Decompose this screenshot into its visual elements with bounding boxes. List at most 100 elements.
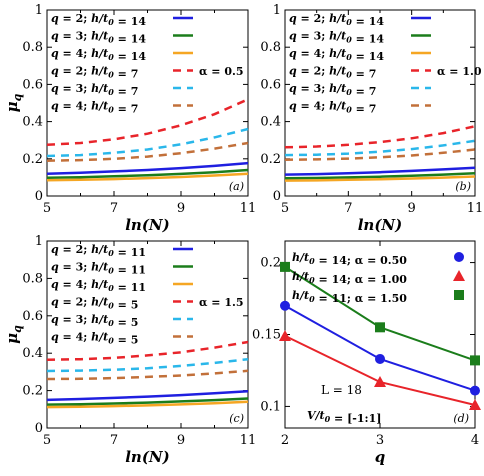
series-line-cyan: [46, 357, 249, 373]
y-tick-label: 0.4: [22, 115, 43, 130]
series-line-red: [284, 125, 476, 149]
series-line-orange: [284, 175, 476, 182]
data-point-triangle: [374, 375, 386, 387]
panel-c: 5 7 9 11 0 0.2 0.4 0.6 0.8 1 ln(N) μq q = 2; h/t0 = …: [3, 234, 256, 466]
series-line-green: [284, 172, 476, 180]
panel-tag: (a): [229, 180, 244, 193]
series-line-green: [46, 397, 249, 406]
data-point-square: [470, 355, 480, 366]
panel-tag: (b): [455, 180, 471, 193]
x-tick-label: 11: [240, 433, 257, 448]
y-tick-label: 0: [35, 421, 43, 436]
legend-label: q = 3; h/t0 = 5: [51, 313, 138, 329]
y-tick-label: 0.8: [260, 40, 281, 55]
series-line-blue: [284, 166, 476, 176]
panel-d: 2 3 4 0.1 0.15 0.2 q h/t0 = 14; α = 0.50 h/t0 = …: [252, 240, 481, 466]
x-tick-label: 3: [376, 433, 384, 448]
x-tick-label: 11: [240, 201, 257, 216]
x-axis-label: ln(N): [125, 448, 170, 466]
legend-label: q = 3; h/t0 = 11: [51, 261, 146, 277]
disorder-range-annotation: V/t0 = [-1:1]: [307, 409, 381, 425]
legend-label: q = 2; h/t0 = 7: [289, 65, 376, 81]
panel-tag: (d): [453, 412, 469, 425]
x-tick-label: 11: [467, 201, 484, 216]
alpha-annotation: α = 0.5: [199, 65, 243, 78]
x-tick-label: 7: [110, 433, 118, 448]
legend-label: q = 4; h/t0 = 14: [289, 47, 384, 63]
data-point-circle: [375, 353, 385, 364]
series-line-orange: [46, 400, 249, 409]
series-line-brown: [46, 369, 249, 381]
series-line-red: [46, 98, 249, 147]
x-tick-label: 4: [471, 433, 479, 448]
data-point-triangle: [279, 329, 291, 341]
x-tick-label: 9: [177, 201, 185, 216]
y-tick-label: 1: [35, 234, 43, 249]
data-point-square: [375, 322, 385, 333]
x-tick-label: 2: [281, 433, 289, 448]
y-tick-label: 0.2: [22, 152, 43, 167]
legend-label: h/t0 = 11; α = 1.50: [292, 289, 407, 305]
legend-label: q = 4; h/t0 = 7: [51, 100, 138, 116]
legend-label: q = 2; h/t0 = 11: [51, 243, 146, 259]
x-tick-label: 5: [43, 201, 51, 216]
y-tick-label: 0.2: [260, 152, 281, 167]
data-point-circle: [280, 300, 290, 311]
legend-marker-square: [454, 290, 464, 300]
x-axis-label: ln(N): [125, 216, 170, 234]
series-line-brown: [46, 141, 249, 162]
y-axis-label: μq: [3, 325, 24, 344]
series-line-green: [46, 168, 249, 180]
y-tick-label: 0.6: [22, 77, 43, 92]
legend-label: q = 2; h/t0 = 14: [51, 12, 146, 28]
y-tick-label: 0.2: [22, 384, 43, 399]
y-tick-label: 0.2: [260, 256, 281, 271]
series-line-blue: [46, 161, 249, 175]
y-tick-label: 0.4: [22, 346, 43, 361]
y-tick-label: 0: [35, 189, 43, 204]
legend-label: q = 3; h/t0 = 7: [51, 82, 138, 98]
legend-label: q = 4; h/t0 = 14: [51, 47, 146, 63]
legend-label: q = 4; h/t0 = 5: [51, 331, 138, 347]
data-point-square: [280, 261, 290, 272]
legend-label: q = 2; h/t0 = 7: [51, 65, 138, 81]
legend-label: q = 3; h/t0 = 14: [51, 30, 146, 46]
panel-tag: (c): [229, 412, 244, 425]
legend-label: q = 3; h/t0 = 7: [289, 82, 376, 98]
data-point-circle: [470, 385, 480, 396]
series-line-red: [284, 335, 476, 406]
y-tick-label: 1: [35, 3, 43, 18]
legend-label: q = 4; h/t0 = 7: [289, 100, 376, 116]
series-line-red: [46, 340, 249, 361]
y-tick-label: 0: [273, 189, 281, 204]
y-tick-label: 0.8: [22, 271, 43, 286]
y-tick-label: 0.1: [260, 399, 281, 414]
x-tick-label: 5: [281, 201, 289, 216]
y-axis-label: μq: [3, 93, 24, 112]
legend-label: h/t0 = 14; α = 0.50: [292, 251, 407, 267]
panel-b: 5 7 9 11 0 0.2 0.4 0.6 0.8 1 ln(N) q = 2; h/t0 = 14…: [260, 3, 483, 234]
series-line-brown: [284, 148, 476, 161]
legend-label: q = 2; h/t0 = 14: [289, 12, 384, 28]
x-tick-label: 7: [344, 201, 352, 216]
legend-label: h/t0 = 14; α = 1.00: [292, 270, 407, 286]
panel-a: 5 7 9 11 0 0.2 0.4 0.6 0.8 1 ln(N) μq q = 2; h/t0 = …: [3, 3, 256, 234]
x-tick-label: 9: [177, 433, 185, 448]
y-tick-label: 1: [273, 3, 281, 18]
series-line-cyan: [46, 127, 249, 158]
legend-label: q = 4; h/t0 = 11: [51, 278, 146, 294]
y-tick-label: 0.6: [22, 309, 43, 324]
x-tick-label: 5: [43, 433, 51, 448]
alpha-annotation: α = 1.0: [437, 65, 482, 78]
x-tick-label: 7: [110, 201, 118, 216]
y-tick-label: 0.4: [260, 115, 281, 130]
series-line-orange: [46, 172, 249, 182]
series-line-cyan: [284, 139, 476, 157]
y-tick-label: 0.6: [260, 77, 281, 92]
alpha-annotation: α = 1.5: [199, 296, 243, 309]
legend-label: q = 2; h/t0 = 5: [51, 296, 138, 312]
lattice-size-annotation: L = 18: [321, 383, 362, 397]
data-point-triangle: [469, 398, 481, 410]
legend-marker-circle: [454, 252, 464, 262]
